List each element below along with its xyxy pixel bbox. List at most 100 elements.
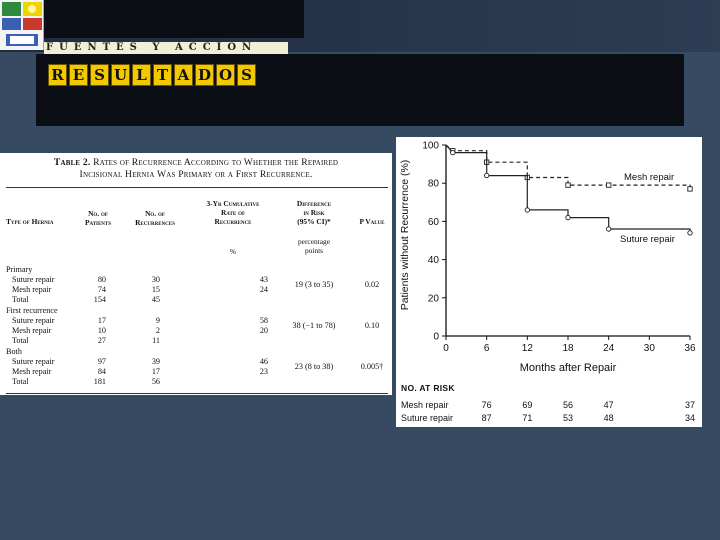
cell-recurrences: 17 xyxy=(151,367,160,376)
cell-difference: 38 (−1 to 78) xyxy=(292,321,336,330)
x-tick-label: 18 xyxy=(562,343,574,354)
cell-recurrences: 45 xyxy=(151,295,160,304)
cell-patients: 80 xyxy=(97,275,106,284)
series-label-0: Mesh repair xyxy=(624,172,674,183)
at-risk-value: 71 xyxy=(522,413,532,423)
cell-difference: 23 (8 to 38) xyxy=(294,362,334,371)
x-tick-label: 0 xyxy=(443,343,449,354)
cell-patients: 181 xyxy=(93,377,106,386)
at-risk-value: 87 xyxy=(482,413,492,423)
header-recurrences-l2: Recurrences xyxy=(135,218,175,227)
at-risk-value: 47 xyxy=(604,400,614,410)
header-pvalue: P Value xyxy=(359,217,385,226)
x-tick-label: 12 xyxy=(522,343,534,354)
difference-unit-l2: points xyxy=(304,246,324,255)
series-line-0 xyxy=(445,144,691,189)
series-label-1: Suture repair xyxy=(620,234,675,245)
series-line-1 xyxy=(445,144,691,233)
at-risk-value: 34 xyxy=(685,413,695,423)
row-label: Mesh repair xyxy=(12,326,52,335)
header-patients: No. of Patients xyxy=(76,209,120,227)
at-risk-value: 76 xyxy=(482,400,492,410)
cell-patients: 27 xyxy=(97,336,106,345)
series-marker-1 xyxy=(565,214,571,221)
header-rate: 3-Yr Cumulative Rate of Recurrence xyxy=(190,199,276,226)
y-tick-label: 80 xyxy=(428,179,440,190)
university-crest-logo xyxy=(0,0,44,50)
cell-patients: 97 xyxy=(97,357,106,366)
series-marker-0 xyxy=(606,182,612,188)
x-tick-label: 36 xyxy=(684,343,696,354)
title-letter: U xyxy=(111,64,130,86)
title-letter: E xyxy=(69,64,88,86)
title-letter: S xyxy=(237,64,256,86)
cell-difference: 19 (3 to 35) xyxy=(294,280,334,289)
cell-rate: 46 xyxy=(259,357,268,366)
x-tick-label: 24 xyxy=(603,343,615,354)
cell-pvalue: 0.10 xyxy=(364,321,380,330)
title-letter: O xyxy=(216,64,235,86)
title-letter: S xyxy=(90,64,109,86)
table-bottom-rule xyxy=(6,393,388,394)
row-label: Total xyxy=(12,377,29,386)
cell-recurrences: 30 xyxy=(151,275,160,284)
cell-patients: 74 xyxy=(97,285,106,294)
cell-rate: 58 xyxy=(259,316,268,325)
series-marker-1 xyxy=(687,230,693,236)
title-letter: T xyxy=(153,64,172,86)
header-diff-l3: (95% CI)* xyxy=(297,217,331,226)
cell-rate: 43 xyxy=(259,275,268,284)
table-caption-label: Table 2. xyxy=(53,157,91,168)
row-label: Total xyxy=(12,336,29,345)
x-axis-label: Months after Repair xyxy=(520,362,617,374)
x-tick-label: 30 xyxy=(644,343,656,354)
at-risk-value: 69 xyxy=(522,400,532,410)
group-label: Primary xyxy=(6,265,33,274)
header-recurrences-l1: No. of xyxy=(145,209,165,218)
cell-recurrences: 39 xyxy=(151,357,160,366)
cell-patients: 17 xyxy=(97,316,106,325)
difference-unit: percentage points xyxy=(280,237,348,255)
at-risk-heading: NO. AT RISK xyxy=(401,383,455,393)
survival-chart: 0 20 40 60 80 100 0 6 12 18 24 30 36 Mesh repair Sutu… xyxy=(396,137,702,427)
cell-recurrences: 11 xyxy=(152,336,160,345)
header-difference: Difference in Risk (95% CI)* xyxy=(280,199,348,226)
header-type: Type of Hernia xyxy=(6,217,54,226)
title-letter: A xyxy=(174,64,193,86)
table-top-rule xyxy=(6,187,388,188)
header-diff-l1: Difference xyxy=(296,199,332,208)
y-tick-label: 0 xyxy=(433,332,439,343)
row-label: Suture repair xyxy=(12,357,55,366)
series-marker-1 xyxy=(450,149,456,156)
recurrence-table: Table 2. Rates of Recurrence According t… xyxy=(0,153,392,395)
table-caption-line1: Rates of Recurrence According to Whether… xyxy=(93,157,339,168)
cell-patients: 84 xyxy=(97,367,106,376)
slide-subtitle: FUENTES Y ACCION xyxy=(46,42,258,53)
title-letter: D xyxy=(195,64,214,86)
cell-rate: 24 xyxy=(259,285,268,294)
group-label: First recurrence xyxy=(6,306,58,315)
group-label: Both xyxy=(6,347,22,356)
row-label: Total xyxy=(12,295,29,304)
cell-recurrences: 56 xyxy=(151,377,160,386)
cell-patients: 154 xyxy=(93,295,106,304)
row-label: Mesh repair xyxy=(12,367,52,376)
series-marker-1 xyxy=(524,207,530,213)
table-caption: Table 2. Rates of Recurrence According t… xyxy=(0,157,392,181)
row-label: Suture repair xyxy=(12,275,55,284)
cell-pvalue: 0.02 xyxy=(364,280,380,289)
difference-unit-l1: percentage xyxy=(297,237,330,246)
table-caption-line2: Incisional Hernia Was Primary or a First… xyxy=(79,169,313,180)
series-marker-1 xyxy=(606,226,612,232)
title-letter: R xyxy=(48,64,67,86)
y-tick-label: 100 xyxy=(422,141,439,152)
at-risk-row-label: Suture repair xyxy=(401,413,453,423)
y-tick-label: 40 xyxy=(428,255,440,266)
header-recurrences: No. of Recurrences xyxy=(124,209,186,227)
cell-rate: 23 xyxy=(259,367,268,376)
cell-pvalue: 0.005† xyxy=(360,362,384,371)
cell-rate: 20 xyxy=(259,326,268,335)
row-label: Suture repair xyxy=(12,316,55,325)
at-risk-value: 56 xyxy=(563,400,573,410)
